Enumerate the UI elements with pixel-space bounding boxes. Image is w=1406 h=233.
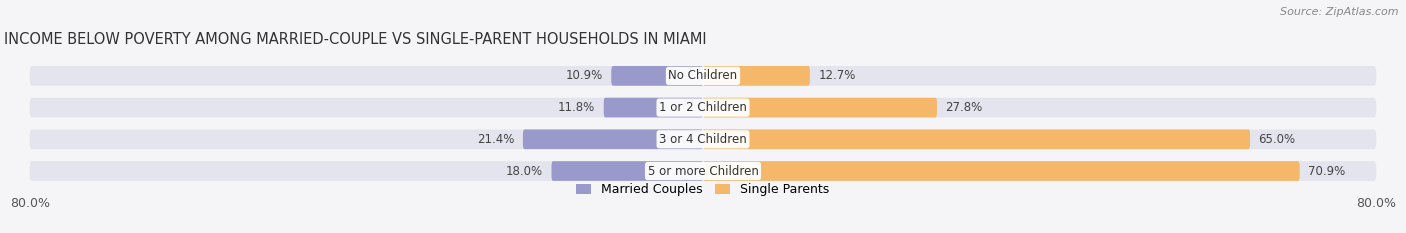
FancyBboxPatch shape — [603, 98, 703, 117]
Text: 65.0%: 65.0% — [1258, 133, 1295, 146]
FancyBboxPatch shape — [523, 130, 703, 149]
Text: 12.7%: 12.7% — [818, 69, 856, 82]
Text: 1 or 2 Children: 1 or 2 Children — [659, 101, 747, 114]
FancyBboxPatch shape — [703, 98, 936, 117]
Text: 70.9%: 70.9% — [1308, 164, 1346, 178]
FancyBboxPatch shape — [703, 66, 810, 86]
Text: INCOME BELOW POVERTY AMONG MARRIED-COUPLE VS SINGLE-PARENT HOUSEHOLDS IN MIAMI: INCOME BELOW POVERTY AMONG MARRIED-COUPL… — [4, 32, 707, 47]
Text: Source: ZipAtlas.com: Source: ZipAtlas.com — [1281, 7, 1399, 17]
FancyBboxPatch shape — [551, 161, 703, 181]
FancyBboxPatch shape — [30, 98, 1376, 117]
FancyBboxPatch shape — [30, 66, 1376, 86]
Text: 10.9%: 10.9% — [565, 69, 603, 82]
Text: 21.4%: 21.4% — [477, 133, 515, 146]
Text: 27.8%: 27.8% — [945, 101, 983, 114]
Text: 18.0%: 18.0% — [506, 164, 543, 178]
FancyBboxPatch shape — [30, 130, 1376, 149]
Text: 11.8%: 11.8% — [558, 101, 595, 114]
Legend: Married Couples, Single Parents: Married Couples, Single Parents — [576, 183, 830, 196]
Text: No Children: No Children — [668, 69, 738, 82]
FancyBboxPatch shape — [703, 161, 1299, 181]
FancyBboxPatch shape — [612, 66, 703, 86]
Text: 3 or 4 Children: 3 or 4 Children — [659, 133, 747, 146]
FancyBboxPatch shape — [703, 130, 1250, 149]
Text: 5 or more Children: 5 or more Children — [648, 164, 758, 178]
FancyBboxPatch shape — [30, 161, 1376, 181]
